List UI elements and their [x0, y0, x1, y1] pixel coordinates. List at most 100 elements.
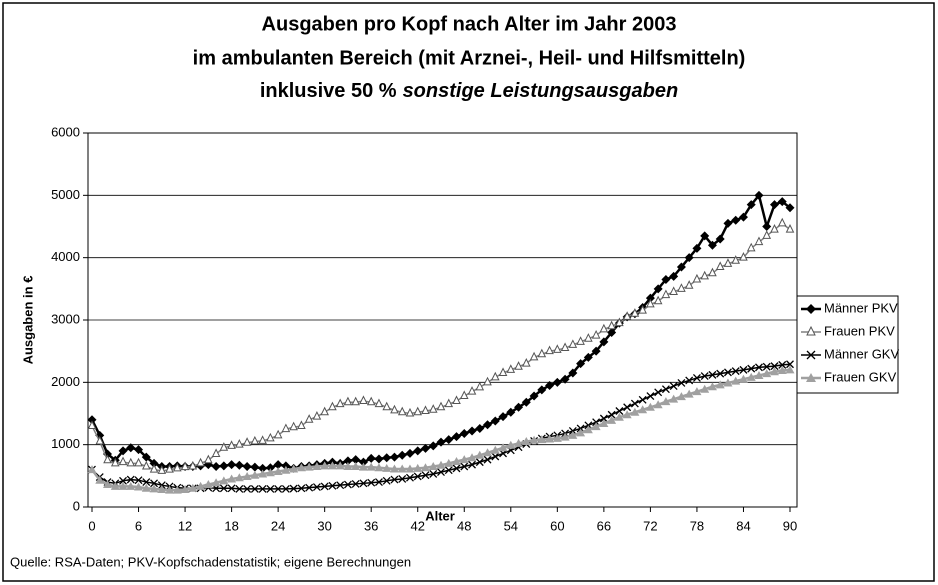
- marker: [646, 298, 655, 308]
- marker: [172, 485, 182, 494]
- marker: [475, 450, 485, 459]
- marker: [669, 382, 678, 391]
- marker: [708, 370, 717, 379]
- marker: [126, 481, 136, 490]
- marker: [777, 197, 787, 207]
- legend-marker: [806, 325, 816, 336]
- chart-title: im ambulanten Bereich (mit Arznei-, Heil…: [193, 47, 746, 69]
- marker: [452, 395, 461, 405]
- marker: [235, 439, 244, 448]
- marker: [521, 397, 531, 407]
- marker: [227, 440, 236, 449]
- marker: [568, 430, 578, 439]
- marker: [661, 397, 671, 406]
- marker: [398, 474, 407, 483]
- marker: [545, 345, 554, 355]
- marker: [545, 434, 555, 443]
- x-tick-label: 60: [550, 518, 564, 533]
- marker: [235, 484, 244, 493]
- marker: [444, 398, 454, 408]
- marker: [622, 311, 632, 320]
- marker: [467, 386, 477, 395]
- marker: [785, 365, 795, 374]
- marker: [475, 458, 484, 467]
- marker: [692, 243, 702, 253]
- marker: [731, 215, 741, 225]
- marker: [219, 442, 229, 451]
- marker: [258, 435, 267, 444]
- marker: [638, 405, 648, 414]
- marker: [645, 293, 655, 303]
- y-tick-label: 5000: [51, 187, 80, 202]
- marker: [777, 365, 787, 374]
- marker: [243, 484, 252, 493]
- marker: [289, 484, 298, 493]
- marker: [320, 406, 329, 416]
- marker: [676, 262, 686, 272]
- marker: [118, 481, 128, 490]
- marker: [739, 365, 748, 374]
- marker: [560, 432, 570, 441]
- marker: [405, 448, 415, 458]
- x-tick-label: 0: [88, 518, 95, 533]
- marker: [498, 443, 508, 452]
- x-tick-label: 90: [783, 518, 797, 533]
- marker: [390, 404, 399, 414]
- marker: [141, 452, 151, 462]
- marker: [630, 407, 640, 416]
- marker: [739, 252, 748, 261]
- marker: [289, 464, 299, 473]
- marker: [762, 222, 772, 231]
- marker: [607, 320, 616, 330]
- marker: [204, 454, 213, 464]
- marker: [227, 484, 236, 493]
- chart-title: Ausgaben pro Kopf nach Alter im Jahr 200…: [262, 13, 677, 35]
- marker: [630, 399, 639, 408]
- marker: [560, 374, 570, 384]
- marker: [413, 446, 423, 456]
- marker: [250, 484, 259, 493]
- marker: [351, 461, 361, 470]
- marker: [583, 425, 593, 434]
- marker: [506, 364, 516, 373]
- marker: [420, 463, 430, 472]
- legend-label: Männer GKV: [824, 346, 899, 361]
- marker: [467, 426, 477, 436]
- marker: [723, 218, 733, 228]
- marker: [304, 414, 314, 423]
- chart-title: inklusive 50 % sonstige Leistungsausgaben: [260, 80, 678, 102]
- marker: [382, 401, 392, 411]
- marker: [405, 464, 415, 473]
- marker: [320, 461, 330, 470]
- marker: [258, 484, 267, 493]
- marker: [296, 463, 306, 472]
- marker: [234, 460, 244, 470]
- marker: [777, 217, 787, 227]
- marker: [483, 376, 492, 386]
- marker: [529, 435, 539, 444]
- marker: [227, 460, 237, 470]
- marker: [250, 435, 260, 445]
- marker: [141, 483, 151, 492]
- legend-label: Frauen GKV: [824, 369, 897, 384]
- marker: [700, 270, 709, 280]
- marker: [661, 289, 671, 299]
- marker: [219, 476, 229, 485]
- marker: [219, 461, 229, 471]
- marker: [358, 457, 368, 467]
- marker: [281, 465, 291, 474]
- marker: [669, 271, 679, 281]
- marker: [366, 453, 376, 463]
- marker: [607, 410, 616, 419]
- marker: [258, 469, 268, 478]
- marker: [769, 367, 779, 376]
- marker: [770, 223, 779, 233]
- marker: [754, 190, 764, 200]
- marker: [173, 462, 182, 472]
- legend-label: Frauen PKV: [824, 323, 895, 338]
- marker: [459, 390, 469, 400]
- marker: [684, 389, 694, 398]
- marker: [661, 385, 670, 394]
- marker: [754, 370, 764, 379]
- marker: [242, 461, 252, 471]
